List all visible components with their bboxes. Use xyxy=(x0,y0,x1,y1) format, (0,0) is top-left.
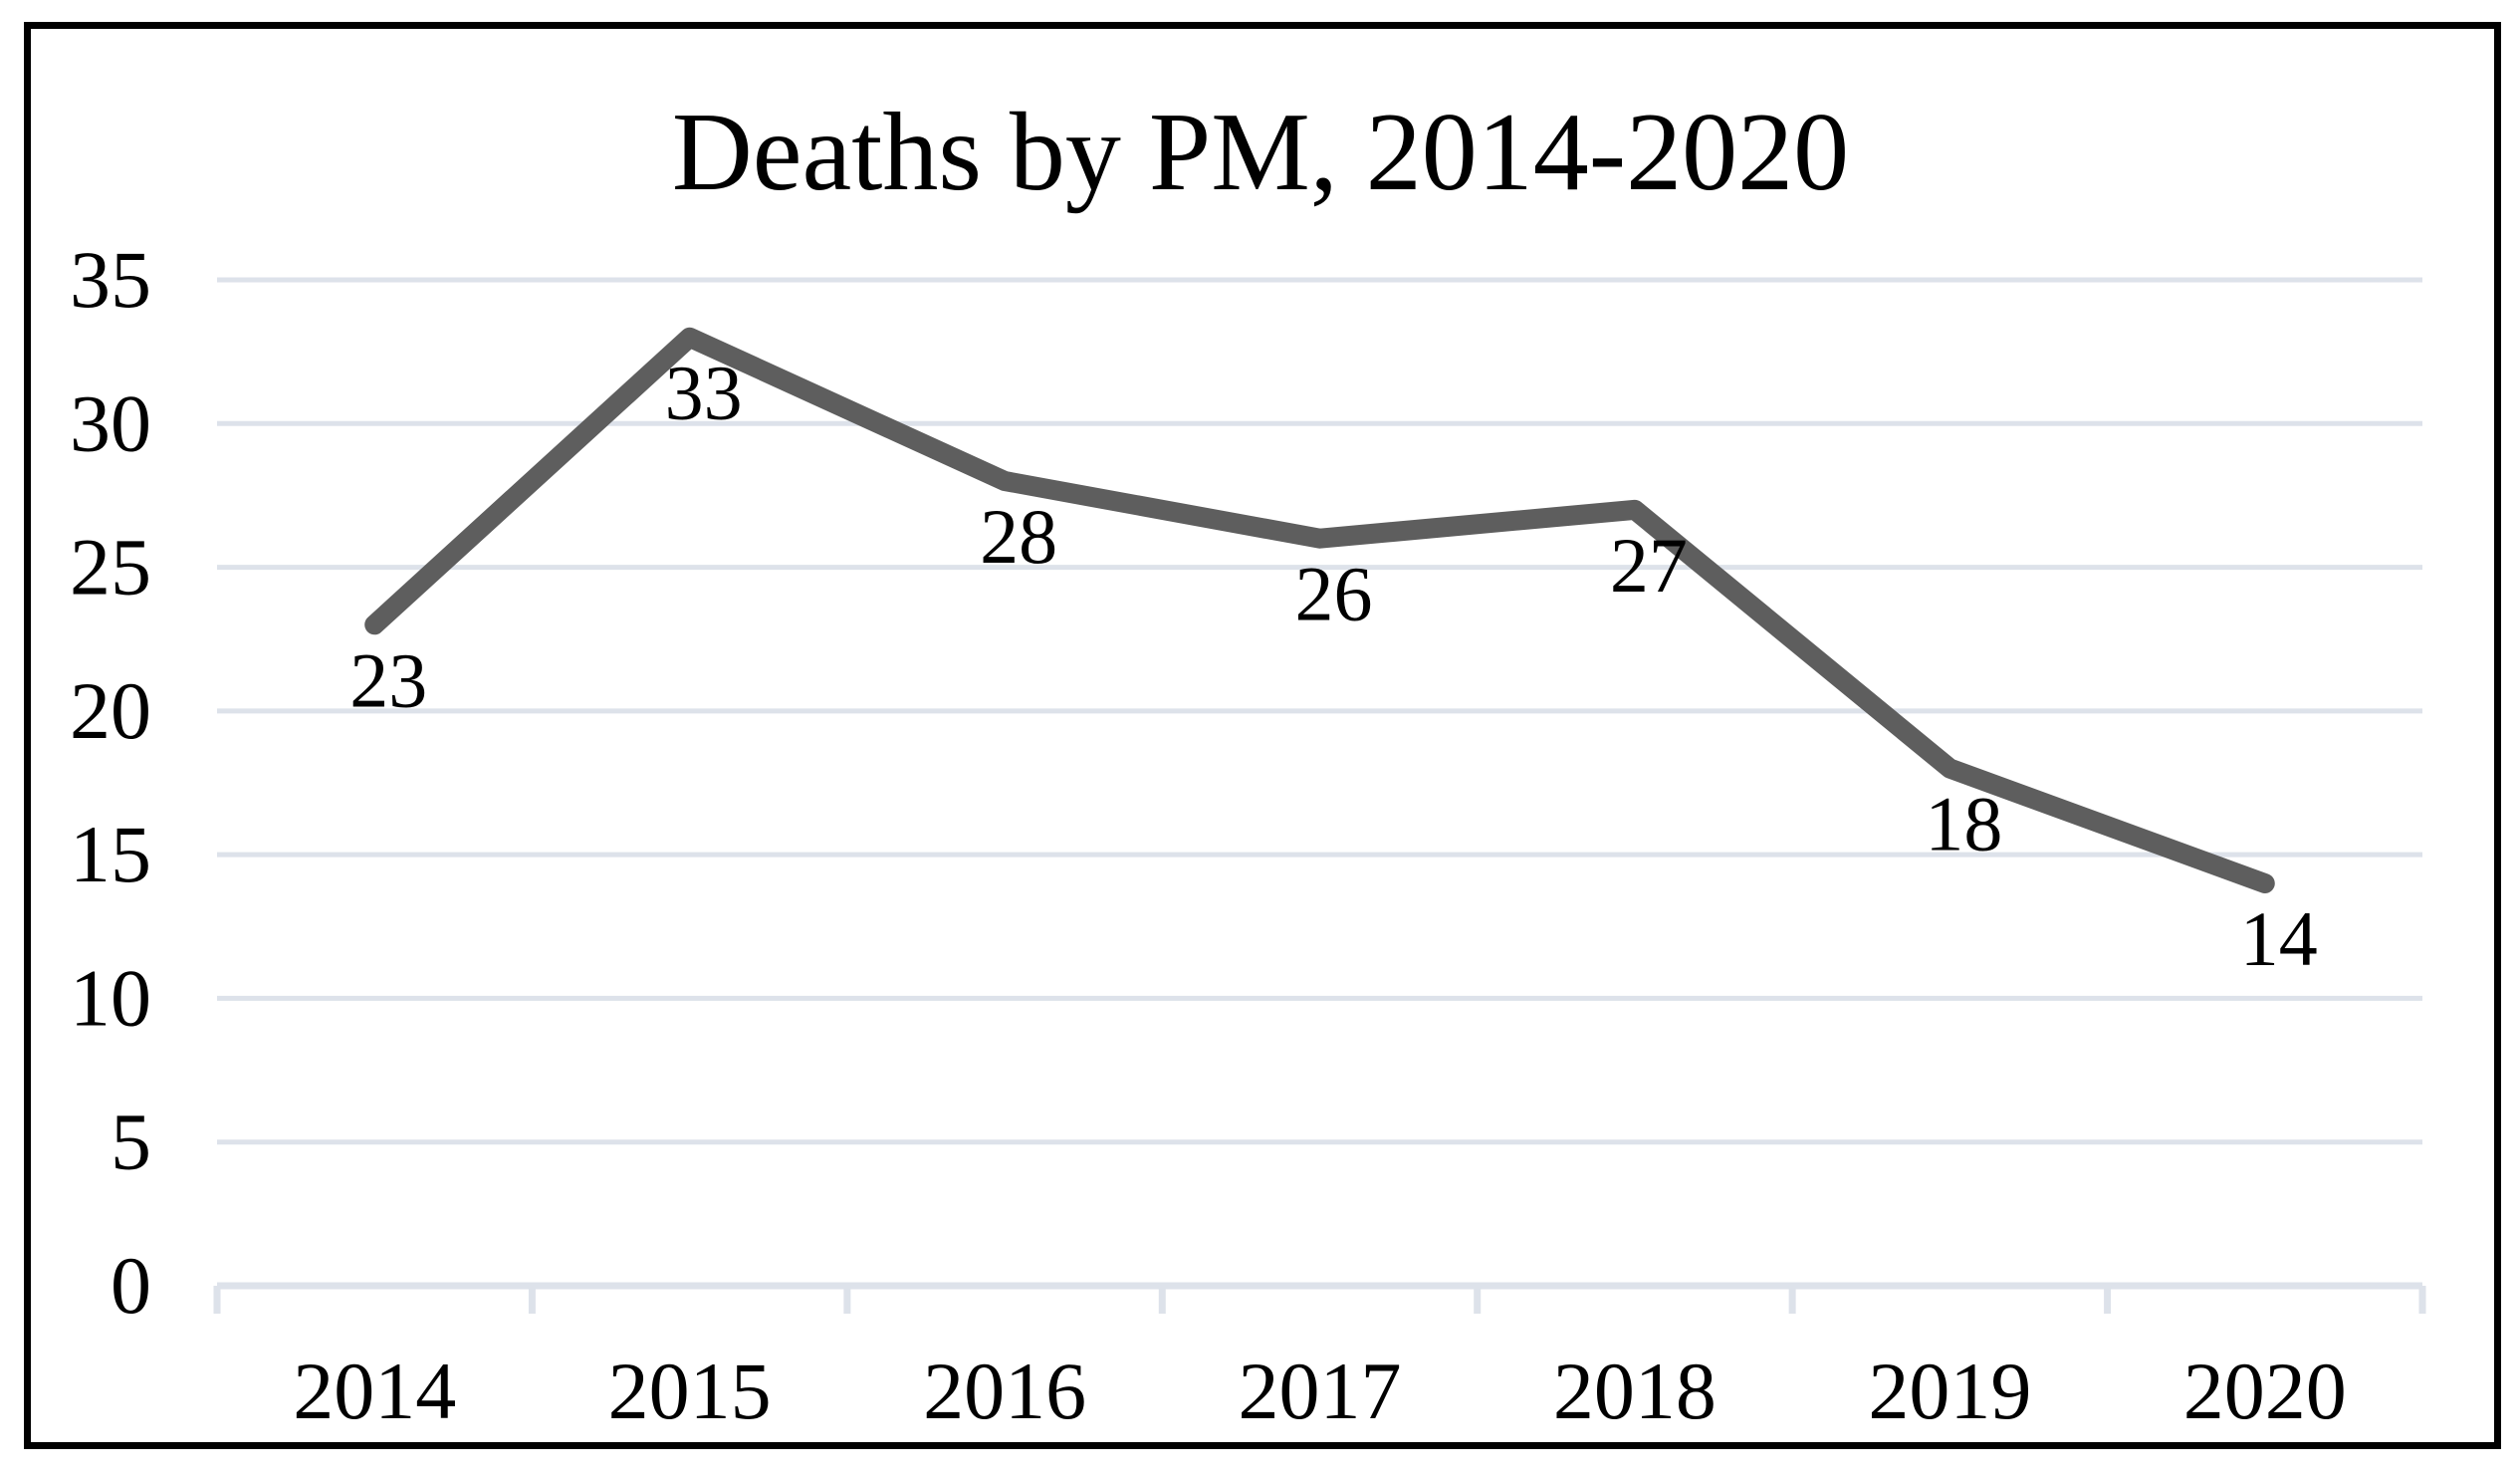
data-label: 27 xyxy=(1610,522,1688,609)
data-label: 18 xyxy=(1925,781,2002,867)
y-tick-label: 15 xyxy=(70,809,151,899)
data-label: 26 xyxy=(1295,551,1373,637)
x-tick-label: 2018 xyxy=(1553,1346,1717,1436)
x-tick-label: 2019 xyxy=(1868,1346,2031,1436)
y-tick-label: 20 xyxy=(70,665,151,756)
y-tick-label: 10 xyxy=(70,952,151,1043)
x-tick-label: 2020 xyxy=(2183,1346,2347,1436)
y-tick-label: 5 xyxy=(111,1097,151,1187)
x-tick-label: 2015 xyxy=(608,1346,772,1436)
x-tick-label: 2014 xyxy=(293,1346,456,1436)
x-tick-label: 2017 xyxy=(1239,1346,1402,1436)
series-line-group xyxy=(364,327,2275,893)
y-tick-label: 0 xyxy=(111,1240,151,1331)
x-axis-group xyxy=(213,1282,2426,1314)
x-tick-label: 2016 xyxy=(923,1346,1086,1436)
series-line xyxy=(364,327,2275,893)
gridlines-group xyxy=(217,277,2422,1145)
y-tick-label: 25 xyxy=(70,522,151,613)
y-tick-labels-group: 0 5 10 15 20 25 30 35 xyxy=(70,234,151,1331)
y-tick-label: 35 xyxy=(70,234,151,325)
x-tick-labels-group: 2014 2015 2016 2017 2018 2019 2020 xyxy=(293,1346,2347,1436)
y-tick-label: 30 xyxy=(70,377,151,468)
data-label: 28 xyxy=(980,493,1057,580)
data-labels-group: 23 33 28 26 27 18 14 xyxy=(349,350,2318,982)
data-label: 14 xyxy=(2240,895,2318,982)
data-label: 33 xyxy=(665,350,743,436)
chart-title: Deaths by PM, 2014-2020 xyxy=(672,91,1849,214)
data-label: 23 xyxy=(349,636,427,723)
